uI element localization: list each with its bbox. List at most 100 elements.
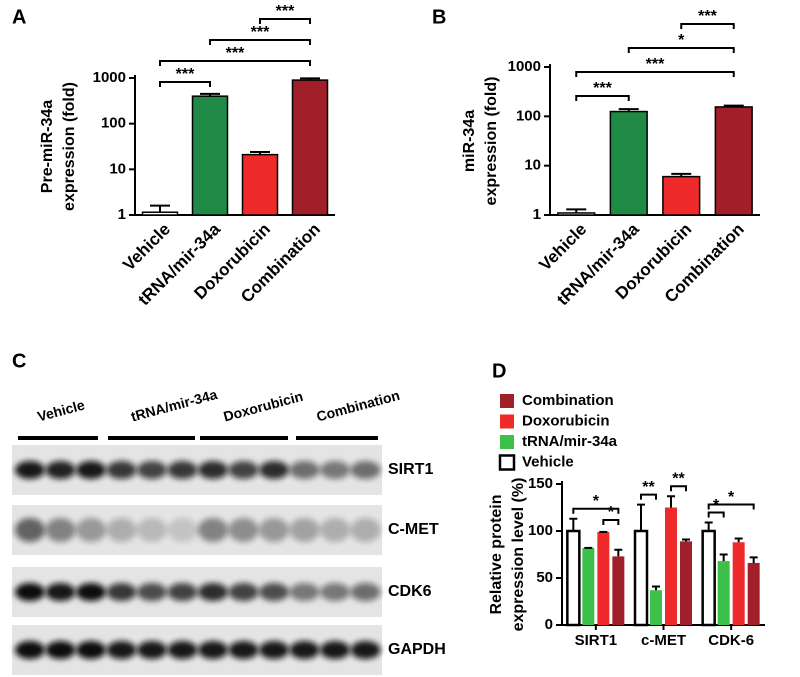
y-axis-label: expression (fold) — [61, 82, 78, 211]
blot-band — [45, 641, 76, 659]
blot-band — [289, 518, 320, 542]
blot-band — [198, 518, 228, 542]
error-bar — [250, 150, 270, 155]
significance-bracket — [640, 493, 657, 500]
bar — [241, 153, 279, 216]
error-bar — [200, 92, 220, 97]
significance-bracket — [259, 18, 311, 24]
bar — [291, 79, 329, 216]
y-axis-label: expression level (%) — [510, 478, 527, 632]
blot-band — [167, 461, 198, 479]
blot-band — [106, 461, 137, 479]
error-bar — [652, 585, 660, 591]
significance-bracket — [680, 23, 735, 29]
error-bar — [569, 517, 578, 531]
blot-band — [198, 583, 228, 601]
blot-band — [76, 641, 106, 659]
blot-band — [198, 461, 228, 479]
bar — [582, 547, 595, 625]
blot-band — [259, 518, 289, 542]
significance-bracket — [209, 39, 311, 45]
error-bar — [723, 104, 744, 107]
legend-swatch — [500, 394, 514, 408]
blot-band — [106, 518, 137, 542]
blot-band — [15, 518, 45, 542]
blot-band — [167, 583, 198, 601]
blot-band — [350, 583, 381, 601]
error-bar — [566, 208, 587, 213]
error-bar — [667, 495, 675, 508]
bar — [662, 175, 701, 216]
legend-swatch — [498, 454, 516, 471]
error-bar — [704, 521, 713, 531]
blot-band — [228, 583, 259, 601]
bar — [191, 95, 229, 216]
significance-label: ** — [642, 479, 655, 496]
blot-band — [320, 518, 350, 542]
y-tick-label: 100 — [101, 115, 126, 132]
blot-band — [350, 518, 381, 542]
lane-label: Combination — [315, 387, 402, 425]
legend-label: Doxorubicin — [522, 412, 610, 429]
blot-band — [320, 461, 350, 479]
blot-band — [167, 641, 198, 659]
y-tick-label: 0 — [545, 616, 553, 633]
significance-label: ** — [672, 470, 685, 487]
lane-label: tRNA/mir-34a — [129, 386, 219, 424]
error-bar — [618, 108, 639, 112]
y-tick-label: 100 — [516, 107, 541, 124]
blot-band — [15, 583, 45, 601]
bar — [717, 561, 730, 625]
blot-band — [289, 583, 320, 601]
error-bar — [637, 503, 645, 531]
panel-label: D — [492, 360, 506, 382]
significance-label: *** — [698, 8, 717, 25]
blot-band — [167, 518, 198, 542]
blot-band — [259, 583, 289, 601]
blot-band — [45, 461, 76, 479]
x-tick-label: c-MET — [641, 632, 686, 649]
significance-bracket — [575, 71, 735, 77]
blot-band — [15, 641, 45, 659]
panel-label: A — [12, 6, 26, 28]
blot-band — [320, 641, 350, 659]
y-tick-label: 10 — [109, 160, 126, 177]
significance-bracket — [602, 519, 620, 525]
bar — [141, 211, 179, 216]
bar — [633, 529, 649, 627]
blot-band — [76, 518, 106, 542]
significance-bracket — [572, 507, 620, 514]
bar — [612, 556, 625, 625]
significance-bracket — [575, 95, 630, 101]
y-axis-label: Relative protein — [488, 494, 505, 614]
error-bar — [682, 538, 690, 542]
y-tick-label: 1000 — [508, 58, 541, 75]
x-tick-label: CDK-6 — [708, 632, 754, 649]
x-tick-label: SIRT1 — [575, 632, 618, 649]
blot-row-label: CDK6 — [388, 583, 432, 600]
blot-band — [320, 583, 350, 601]
error-bar — [719, 553, 728, 562]
significance-bracket — [159, 60, 311, 66]
blot-band — [228, 461, 259, 479]
blot-band — [259, 461, 289, 479]
blot-band — [198, 641, 228, 659]
significance-label: *** — [226, 45, 245, 62]
significance-bracket — [627, 47, 735, 53]
error-bar — [300, 77, 320, 81]
significance-label: * — [593, 493, 600, 510]
significance-label: *** — [593, 80, 612, 97]
significance-label: *** — [646, 56, 665, 73]
blot-row-label: GAPDH — [388, 641, 446, 658]
significance-label: *** — [251, 24, 270, 41]
blot-band — [137, 641, 167, 659]
blot-band — [76, 461, 106, 479]
significance-label: *** — [276, 3, 295, 20]
bar — [714, 106, 753, 216]
blot-band — [106, 583, 137, 601]
blot-band — [45, 583, 76, 601]
blot-band — [45, 518, 76, 542]
significance-bracket — [707, 511, 725, 518]
blot-band — [137, 518, 167, 542]
error-bar — [614, 548, 623, 557]
